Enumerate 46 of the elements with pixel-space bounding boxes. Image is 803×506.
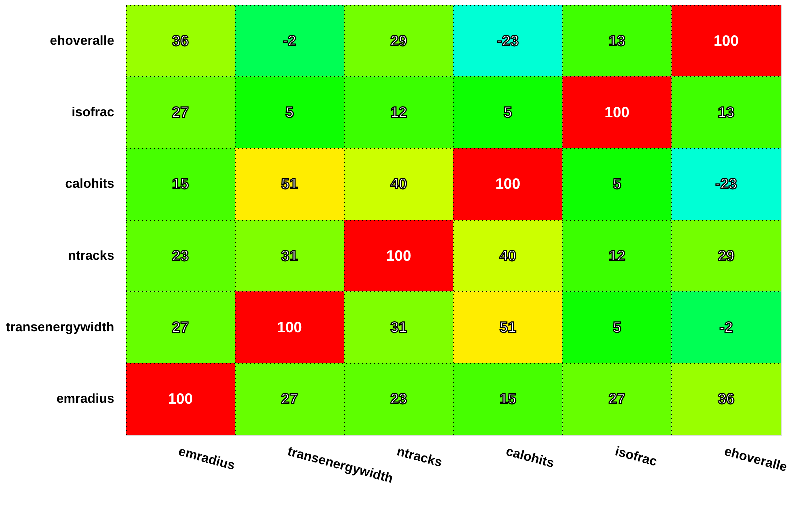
data-label: 12 <box>608 248 626 265</box>
data-label: -2 <box>283 32 296 50</box>
data-label: 51 <box>281 176 298 194</box>
data-label: -2 <box>720 320 734 336</box>
data-label: 36 <box>172 32 189 50</box>
data-label: 100 <box>714 32 739 50</box>
data-label: 40 <box>390 176 408 194</box>
y-tick-label: emradius <box>56 391 114 406</box>
data-label: 51 <box>500 320 516 336</box>
data-label: 29 <box>718 248 735 265</box>
data-label: 13 <box>608 32 626 50</box>
data-label: 100 <box>496 176 521 194</box>
data-label: 27 <box>172 104 189 122</box>
data-label: 5 <box>504 104 512 122</box>
data-label: 100 <box>277 320 302 336</box>
data-label: 12 <box>390 104 408 122</box>
data-label: 5 <box>613 320 622 336</box>
data-label: 40 <box>500 248 516 265</box>
data-label: 100 <box>168 391 194 408</box>
data-label: -23 <box>497 32 519 50</box>
data-label: 36 <box>718 391 735 408</box>
data-label: 5 <box>286 104 294 122</box>
x-tick-label: emradius <box>177 444 237 474</box>
data-label: 15 <box>172 176 189 194</box>
data-label: 23 <box>390 391 408 408</box>
data-label: -23 <box>716 176 738 194</box>
data-label: 31 <box>281 248 298 265</box>
data-label: 13 <box>718 104 735 122</box>
data-label: 15 <box>500 391 516 408</box>
data-label: 100 <box>604 104 630 122</box>
y-tick-label: ehoveralle <box>50 32 114 48</box>
data-label: 31 <box>390 320 408 336</box>
x-tick-label: ntracks <box>396 444 444 470</box>
data-label: 27 <box>281 391 298 408</box>
x-tick-label: isofrac <box>614 444 659 470</box>
y-tick-label: isofrac <box>72 104 114 120</box>
x-tick-label: calohits <box>504 444 556 471</box>
data-label: 23 <box>172 248 189 265</box>
y-tick-label: calohits <box>65 176 114 192</box>
data-label: 27 <box>608 391 626 408</box>
data-label: 29 <box>390 32 408 50</box>
y-tick-label: transenergywidth <box>6 320 115 334</box>
data-label: 27 <box>172 320 189 336</box>
data-label: 100 <box>386 248 412 265</box>
data-label: 5 <box>613 176 622 194</box>
y-tick-label: ntracks <box>68 248 114 263</box>
